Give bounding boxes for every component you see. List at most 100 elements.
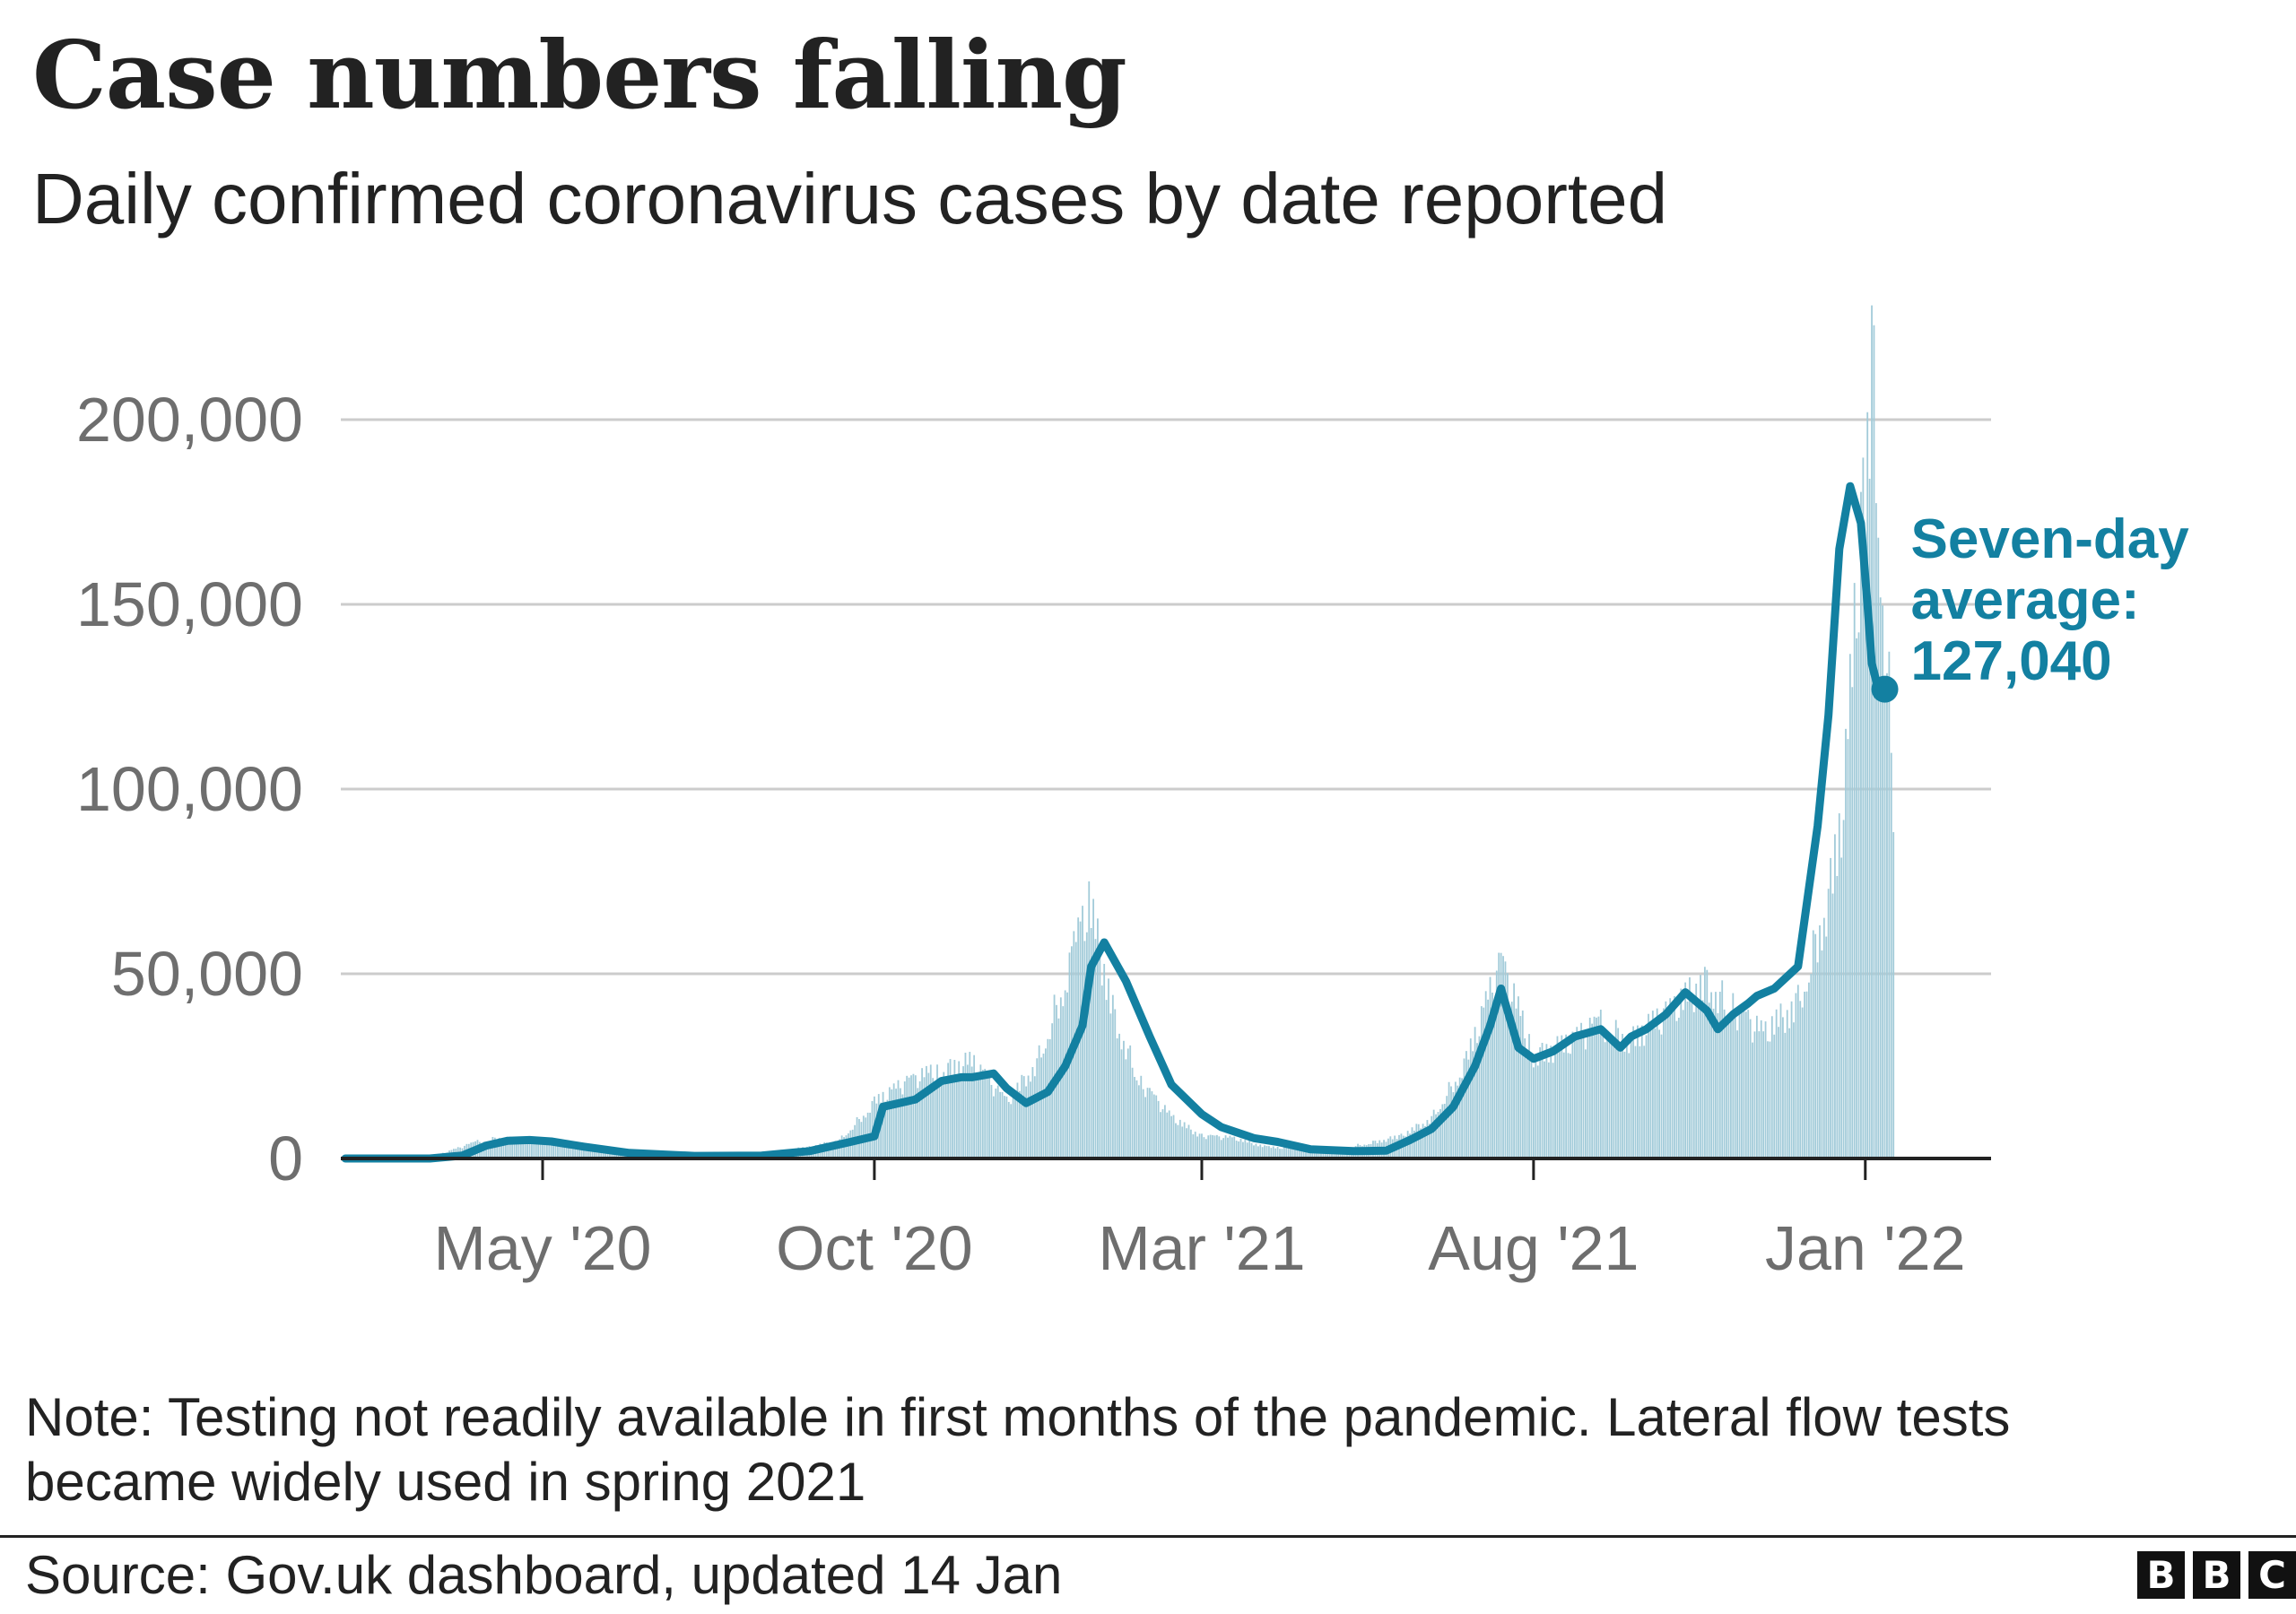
daily-case-bar: [1422, 1124, 1424, 1158]
daily-case-bar: [531, 1140, 533, 1158]
daily-case-bar: [1166, 1112, 1169, 1158]
daily-case-bar: [1018, 1090, 1021, 1158]
daily-case-bar: [1215, 1134, 1218, 1158]
daily-case-bar: [1181, 1126, 1184, 1158]
daily-case-bar: [1057, 1018, 1060, 1158]
daily-case-bar: [1883, 684, 1886, 1158]
daily-case-bar: [1528, 1034, 1530, 1158]
daily-case-bar: [1706, 969, 1709, 1158]
daily-case-bar: [524, 1137, 526, 1158]
daily-case-bar: [1492, 992, 1493, 1158]
daily-case-bar: [1064, 990, 1066, 1158]
daily-case-bar: [1417, 1124, 1420, 1158]
daily-case-bar: [1025, 1086, 1028, 1158]
daily-case-bar: [1762, 1031, 1765, 1158]
daily-case-bar: [1461, 1078, 1463, 1158]
daily-case-bar: [1782, 1017, 1784, 1158]
daily-case-bar: [1248, 1141, 1251, 1158]
daily-case-bar: [570, 1146, 572, 1158]
daily-case-bar: [1157, 1100, 1160, 1158]
daily-case-bar: [1244, 1139, 1247, 1158]
daily-case-bar: [1305, 1148, 1307, 1158]
daily-case-bar: [1656, 1008, 1658, 1158]
daily-case-bar: [940, 1080, 943, 1158]
daily-case-bar: [1877, 537, 1880, 1158]
chart-note: Note: Testing not readily available in f…: [25, 1387, 2011, 1512]
daily-case-bar: [1187, 1124, 1190, 1158]
daily-case-bar: [1882, 605, 1884, 1158]
daily-case-bar: [606, 1152, 609, 1158]
daily-case-bar: [1431, 1115, 1433, 1158]
daily-case-bar: [539, 1138, 542, 1158]
daily-case-bar: [1628, 1053, 1631, 1158]
daily-case-bar: [1238, 1141, 1239, 1158]
footer-divider: [0, 1535, 2296, 1538]
daily-case-bar: [1886, 672, 1888, 1158]
daily-case-bar: [1198, 1133, 1201, 1158]
daily-case-bar: [500, 1141, 502, 1158]
daily-case-bar: [897, 1080, 900, 1158]
daily-case-bar: [1474, 1027, 1476, 1158]
daily-case-bar: [1741, 1004, 1743, 1158]
daily-case-bar: [1838, 813, 1840, 1158]
daily-case-bar: [1860, 491, 1862, 1158]
daily-case-bar: [1530, 1057, 1533, 1158]
daily-case-bar: [594, 1150, 596, 1158]
daily-case-bar: [591, 1149, 594, 1158]
daily-case-bar: [571, 1144, 574, 1158]
daily-case-bar: [1561, 1035, 1563, 1158]
daily-case-bar: [1613, 1041, 1615, 1158]
daily-case-bar: [1109, 1013, 1112, 1158]
daily-case-bar: [1292, 1147, 1294, 1158]
daily-case-bar: [1718, 992, 1721, 1158]
daily-case-bar: [604, 1152, 607, 1158]
daily-case-bar: [975, 1073, 978, 1158]
daily-case-bar: [1253, 1145, 1255, 1158]
daily-case-bar: [1871, 305, 1873, 1159]
daily-case-bar: [1684, 982, 1687, 1158]
daily-case-bar: [960, 1075, 962, 1158]
daily-case-bar: [1637, 1025, 1639, 1158]
daily-case-bar: [1541, 1043, 1544, 1158]
daily-case-bar: [1587, 1029, 1589, 1158]
daily-case-bar: [1671, 1003, 1674, 1158]
daily-case-bar: [1552, 1063, 1554, 1158]
daily-case-bar: [1819, 924, 1821, 1158]
daily-case-bar: [1088, 881, 1091, 1158]
daily-case-bar: [1747, 1010, 1750, 1158]
x-tick-label: Mar '21: [1098, 1213, 1305, 1283]
daily-case-bar: [1892, 832, 1895, 1158]
daily-case-bar: [830, 1142, 832, 1158]
daily-case-bar: [1123, 1040, 1125, 1158]
daily-case-bar: [1465, 1051, 1467, 1158]
daily-case-bar: [936, 1064, 938, 1158]
daily-case-bar: [1311, 1150, 1314, 1158]
annotation-label: 127,040: [1911, 630, 2112, 692]
daily-case-bar: [1526, 1049, 1528, 1158]
daily-case-bar: [1513, 983, 1516, 1158]
daily-case-bar: [1879, 597, 1882, 1158]
daily-case-bar: [952, 1074, 953, 1158]
daily-case-bar: [1274, 1148, 1277, 1158]
daily-case-bar: [1786, 1010, 1788, 1158]
daily-case-bar: [563, 1144, 566, 1158]
daily-case-bar: [1866, 412, 1869, 1158]
daily-case-bar: [576, 1145, 578, 1158]
daily-case-bar: [969, 1052, 971, 1158]
daily-case-bar: [1608, 1042, 1611, 1158]
daily-case-bar: [947, 1063, 950, 1158]
daily-case-bar: [1847, 739, 1849, 1158]
daily-case-bar: [1539, 1046, 1542, 1158]
daily-case-bar: [1578, 1034, 1580, 1158]
daily-case-bar: [1175, 1123, 1177, 1158]
daily-case-bar: [1270, 1148, 1273, 1158]
daily-case-bar: [1721, 980, 1724, 1158]
daily-case-bar: [1793, 1022, 1795, 1158]
daily-case-bar: [1328, 1150, 1331, 1158]
daily-case-bar: [1483, 1007, 1485, 1158]
daily-case-bar: [932, 1078, 935, 1158]
annotation-label: average:: [1911, 569, 2140, 631]
daily-case-bar: [1443, 1103, 1446, 1158]
daily-case-bar: [1515, 1008, 1518, 1158]
daily-case-bar: [979, 1064, 982, 1158]
